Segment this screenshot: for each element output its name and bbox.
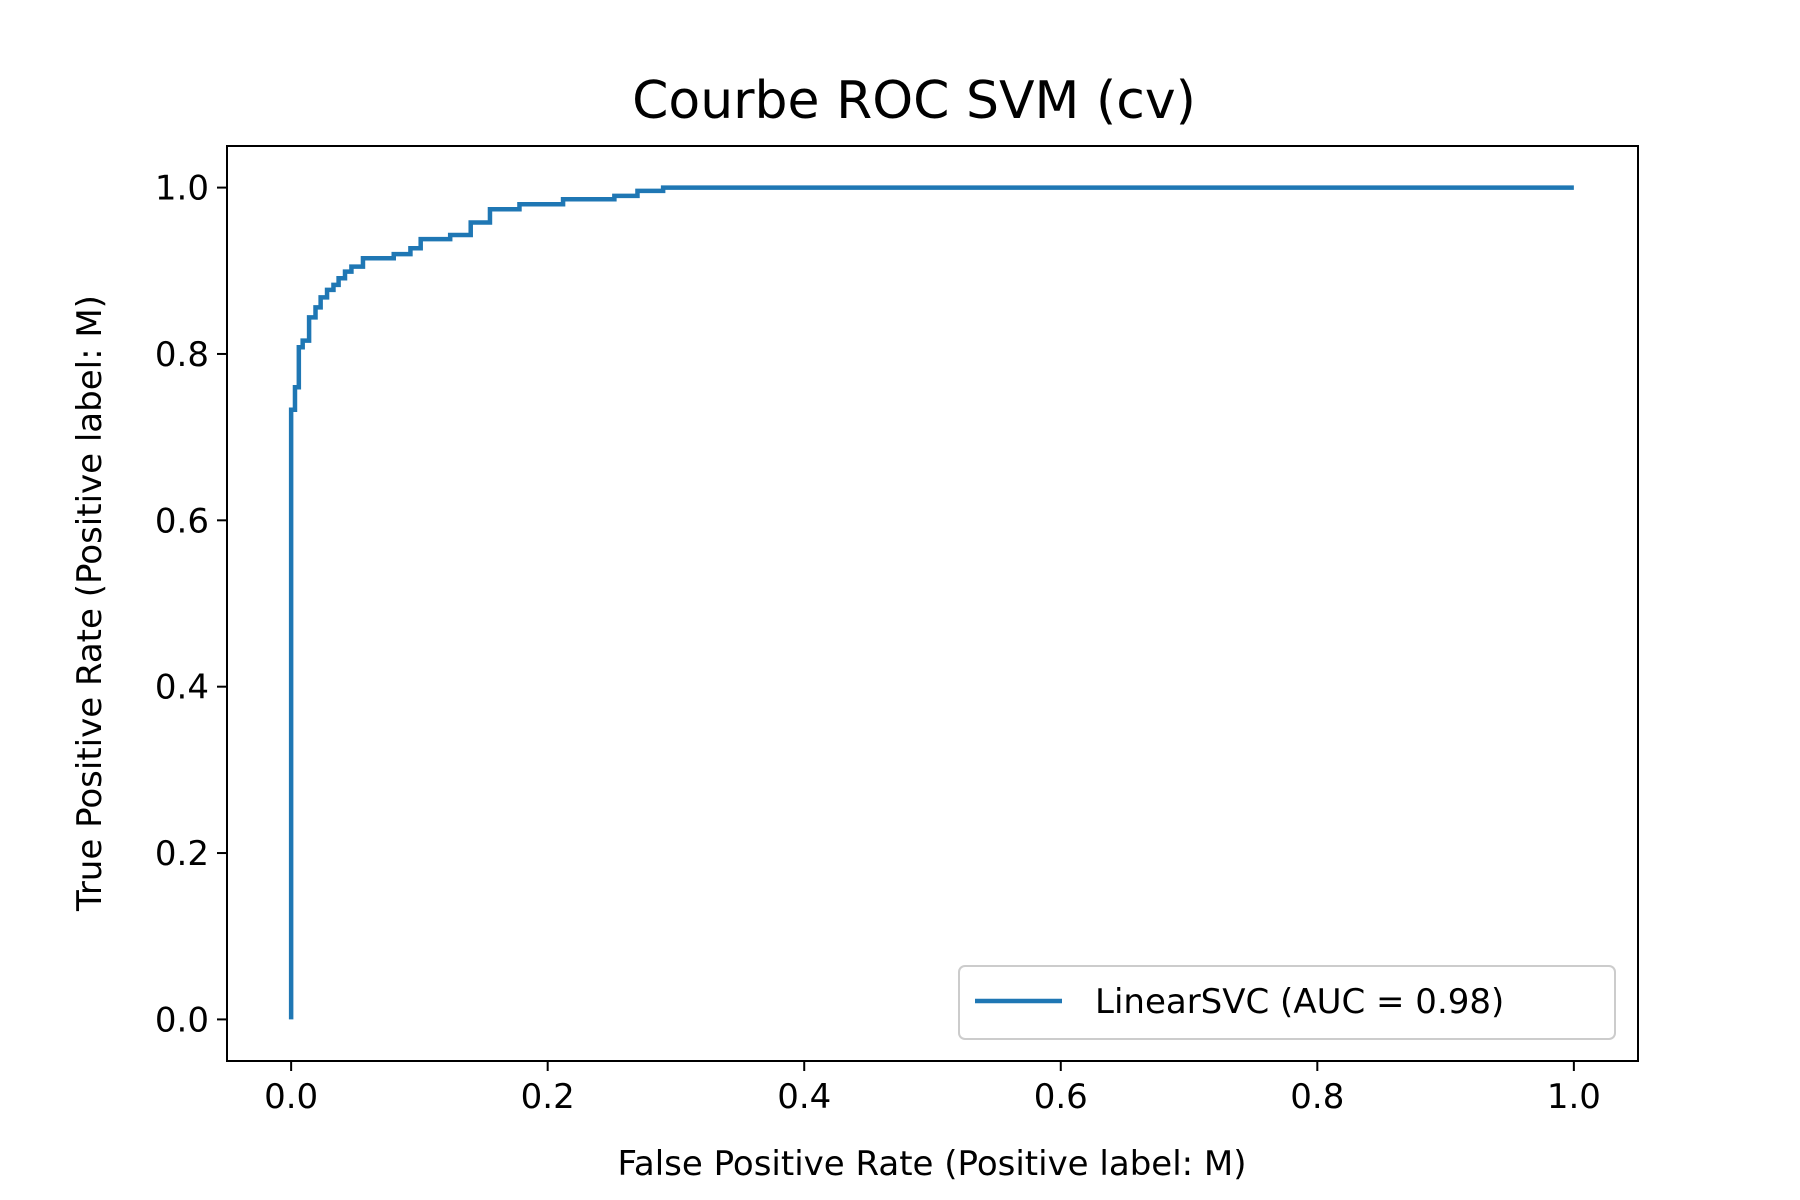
- plot-area: [288, 185, 1574, 1020]
- roc-curve-line: [288, 185, 1574, 1020]
- x-tick-label: 0.0: [264, 1077, 318, 1117]
- y-axis-label: True Positive Rate (Positive label: M): [70, 295, 110, 912]
- x-tick-label: 0.6: [1034, 1077, 1088, 1117]
- ticks: 0.0 0.2 0.4 0.6 0.8 1.0 0.0 0.2 0.4 0.6 0.8 1.0: [155, 169, 1601, 1117]
- x-tick-label: 1.0: [1547, 1077, 1601, 1117]
- y-tick-label: 0.8: [155, 335, 209, 375]
- chart-title: Courbe ROC SVM (cv): [632, 71, 1196, 131]
- y-tick-label: 0.2: [155, 834, 209, 874]
- x-tick-label: 0.4: [777, 1077, 831, 1117]
- y-tick-label: 0.0: [155, 1000, 209, 1040]
- x-tick-label: 0.8: [1290, 1077, 1344, 1117]
- x-axis-label: False Positive Rate (Positive label: M): [617, 1144, 1246, 1184]
- legend-label: LinearSVC (AUC = 0.98): [1095, 982, 1504, 1022]
- y-tick-label: 0.6: [155, 501, 209, 541]
- legend: LinearSVC (AUC = 0.98): [958, 965, 1616, 1040]
- axes-frame: [226, 145, 1639, 1062]
- x-tick-label: 0.2: [521, 1077, 575, 1117]
- y-tick-label: 1.0: [155, 169, 209, 209]
- y-tick-label: 0.4: [155, 668, 209, 708]
- legend-frame: [958, 965, 1616, 1040]
